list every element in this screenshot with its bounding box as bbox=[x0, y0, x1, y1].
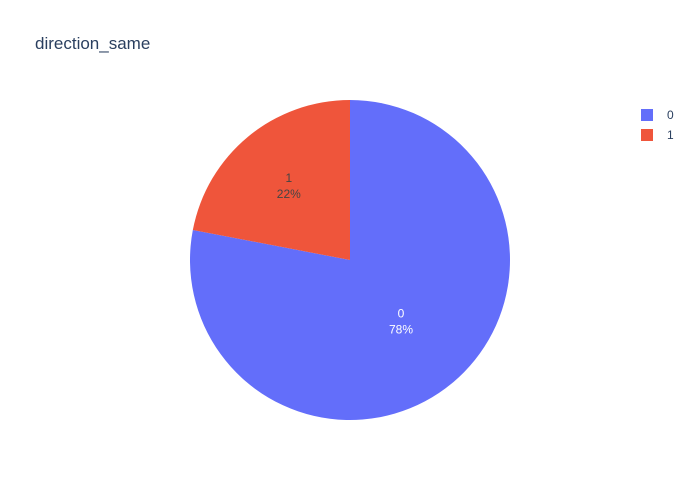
legend-swatch-0 bbox=[641, 109, 653, 121]
slice-label-0: 078% bbox=[389, 307, 413, 337]
legend-swatch-1 bbox=[641, 129, 653, 141]
slice-label-1: 122% bbox=[277, 171, 301, 201]
legend-item-0[interactable]: 0 bbox=[641, 105, 674, 125]
pie-slice-1[interactable] bbox=[192, 100, 350, 260]
chart-title: direction_same bbox=[35, 34, 151, 53]
slice-percent-label: 22% bbox=[277, 187, 301, 201]
slice-category-label: 0 bbox=[398, 307, 405, 321]
slice-category-label: 1 bbox=[285, 171, 292, 185]
legend-label-0: 0 bbox=[667, 108, 674, 122]
legend-item-1[interactable]: 1 bbox=[641, 125, 674, 145]
legend: 0 1 bbox=[641, 105, 674, 145]
legend-label-1: 1 bbox=[667, 128, 674, 142]
slice-percent-label: 78% bbox=[389, 323, 413, 337]
